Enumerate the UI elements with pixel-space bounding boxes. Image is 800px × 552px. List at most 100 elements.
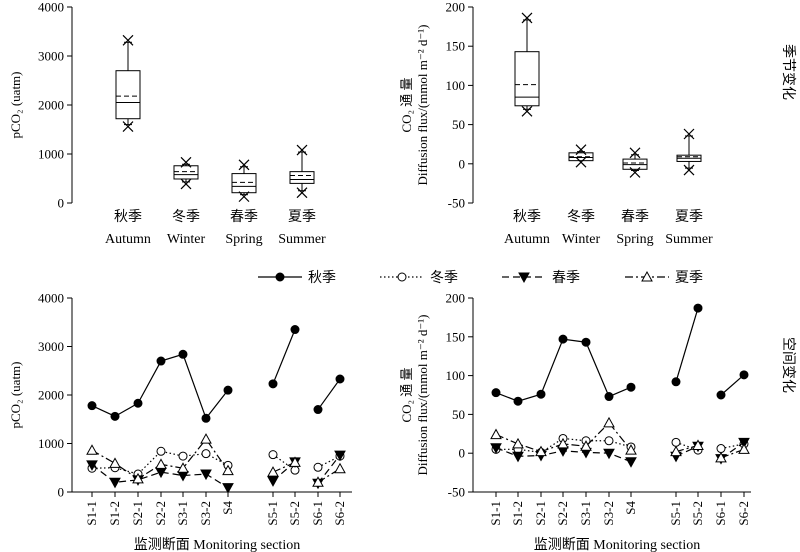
y-tick-label: 150 — [446, 329, 466, 344]
min-marker — [629, 166, 641, 178]
point — [86, 444, 98, 455]
point — [671, 437, 681, 447]
point — [178, 349, 188, 359]
x-tick-label: S2-1 — [130, 501, 145, 526]
point — [109, 477, 121, 489]
point — [223, 385, 233, 395]
point — [490, 428, 502, 440]
point — [312, 476, 324, 487]
box-chart-pco2-seasonal: 0 1000 2000 3000 4000 pCO₂ (uatm) 秋季 Autumn 冬季 Wi… — [8, 0, 326, 247]
x-tick-label-en: Winter — [562, 232, 601, 247]
y-axis-label-line1: CO₂ 通 量 — [399, 77, 414, 132]
point — [716, 444, 726, 454]
min-marker — [683, 164, 695, 176]
point — [491, 388, 501, 398]
point — [200, 433, 212, 444]
y-axis-label-line2: Diffusion flux/(mmol m⁻² d⁻¹) — [415, 314, 430, 475]
point — [275, 272, 285, 282]
point — [513, 396, 523, 406]
y-tick-label: -50 — [448, 485, 465, 500]
point — [604, 436, 614, 446]
point — [222, 464, 234, 476]
x-tick-label: S5-1 — [265, 501, 280, 526]
point — [267, 476, 279, 487]
y-tick-label: 4000 — [38, 0, 64, 15]
series-line — [675, 307, 699, 382]
series-line — [720, 374, 745, 396]
y-tick-label: 50 — [452, 407, 465, 422]
y-tick-label: 0 — [459, 156, 466, 171]
box-chart-flux-seasonal: -50 0 50 100 150 200 CO₂ 通 量 Diffusion flux/(mm… — [399, 0, 713, 247]
y-tick-label: 3000 — [38, 339, 64, 354]
point — [580, 440, 592, 451]
max-marker — [683, 128, 695, 140]
y-tick-label: 2000 — [38, 388, 64, 403]
point — [397, 272, 407, 282]
point — [626, 382, 636, 392]
box-winter — [568, 144, 594, 168]
point — [716, 390, 726, 400]
point — [671, 377, 681, 387]
x-tick-label: S4 — [623, 501, 638, 515]
box-spring — [231, 159, 257, 203]
point — [201, 413, 211, 423]
y-tick-label: 50 — [452, 117, 465, 132]
legend-label: 春季 — [552, 270, 580, 286]
x-tick-label-en: Spring — [225, 232, 262, 247]
box-iqr — [231, 173, 257, 194]
max-marker — [575, 144, 587, 156]
x-tick-label: S6-1 — [310, 501, 325, 526]
point — [334, 450, 346, 462]
x-tick-label-en: Autumn — [504, 232, 550, 247]
series-1 — [87, 446, 345, 479]
min-marker — [296, 187, 308, 199]
min-marker — [238, 191, 250, 203]
x-tick-label-zh: 秋季 — [513, 209, 541, 225]
point — [222, 483, 234, 494]
x-tick-label: S1-1 — [488, 501, 503, 526]
y-tick-label: 2000 — [38, 98, 64, 113]
y-tick-label: -50 — [448, 196, 465, 211]
box-iqr — [173, 165, 199, 180]
point — [604, 392, 614, 402]
x-tick-label: S3-1 — [175, 501, 190, 526]
legend: 秋季 冬季 春季 夏季 — [258, 270, 703, 286]
y-tick-label: 100 — [446, 368, 466, 383]
point — [268, 379, 278, 389]
point — [625, 457, 637, 468]
point — [518, 272, 530, 284]
x-tick-label-zh: 冬季 — [567, 209, 595, 225]
min-marker — [180, 178, 192, 190]
x-tick-label-en: Winter — [167, 232, 206, 247]
series-2 — [490, 437, 750, 468]
x-tick-label: S6-1 — [713, 501, 728, 526]
box-summer — [289, 144, 315, 199]
point — [132, 472, 144, 484]
series-line — [317, 454, 341, 484]
point — [739, 370, 749, 380]
point — [512, 451, 524, 463]
series-line — [272, 329, 296, 385]
point — [490, 443, 502, 454]
max-marker — [180, 156, 192, 168]
box-iqr — [514, 51, 540, 107]
point — [738, 437, 750, 449]
box-spring — [622, 147, 648, 178]
y-tick-label: 100 — [446, 78, 466, 93]
point — [289, 456, 301, 467]
point — [268, 450, 278, 460]
x-tick-label: S6-2 — [736, 501, 751, 526]
line-chart-pco2-spatial: 0 1000 2000 3000 4000 pCO₂ (uatm) S1-1 S1-2 S2-1… — [8, 291, 352, 552]
x-tick-label-en: Spring — [616, 232, 653, 247]
x-tick-label-zh: 夏季 — [675, 209, 703, 225]
point — [133, 398, 143, 408]
point — [557, 437, 569, 449]
x-axis-label: 监测断面 Monitoring section — [134, 537, 300, 552]
point — [177, 462, 189, 473]
x-tick-label: S6-2 — [332, 501, 347, 526]
max-marker — [296, 144, 308, 156]
x-tick-label: S2-2 — [153, 501, 168, 526]
box-iqr — [289, 171, 315, 184]
series-0 — [87, 325, 345, 423]
